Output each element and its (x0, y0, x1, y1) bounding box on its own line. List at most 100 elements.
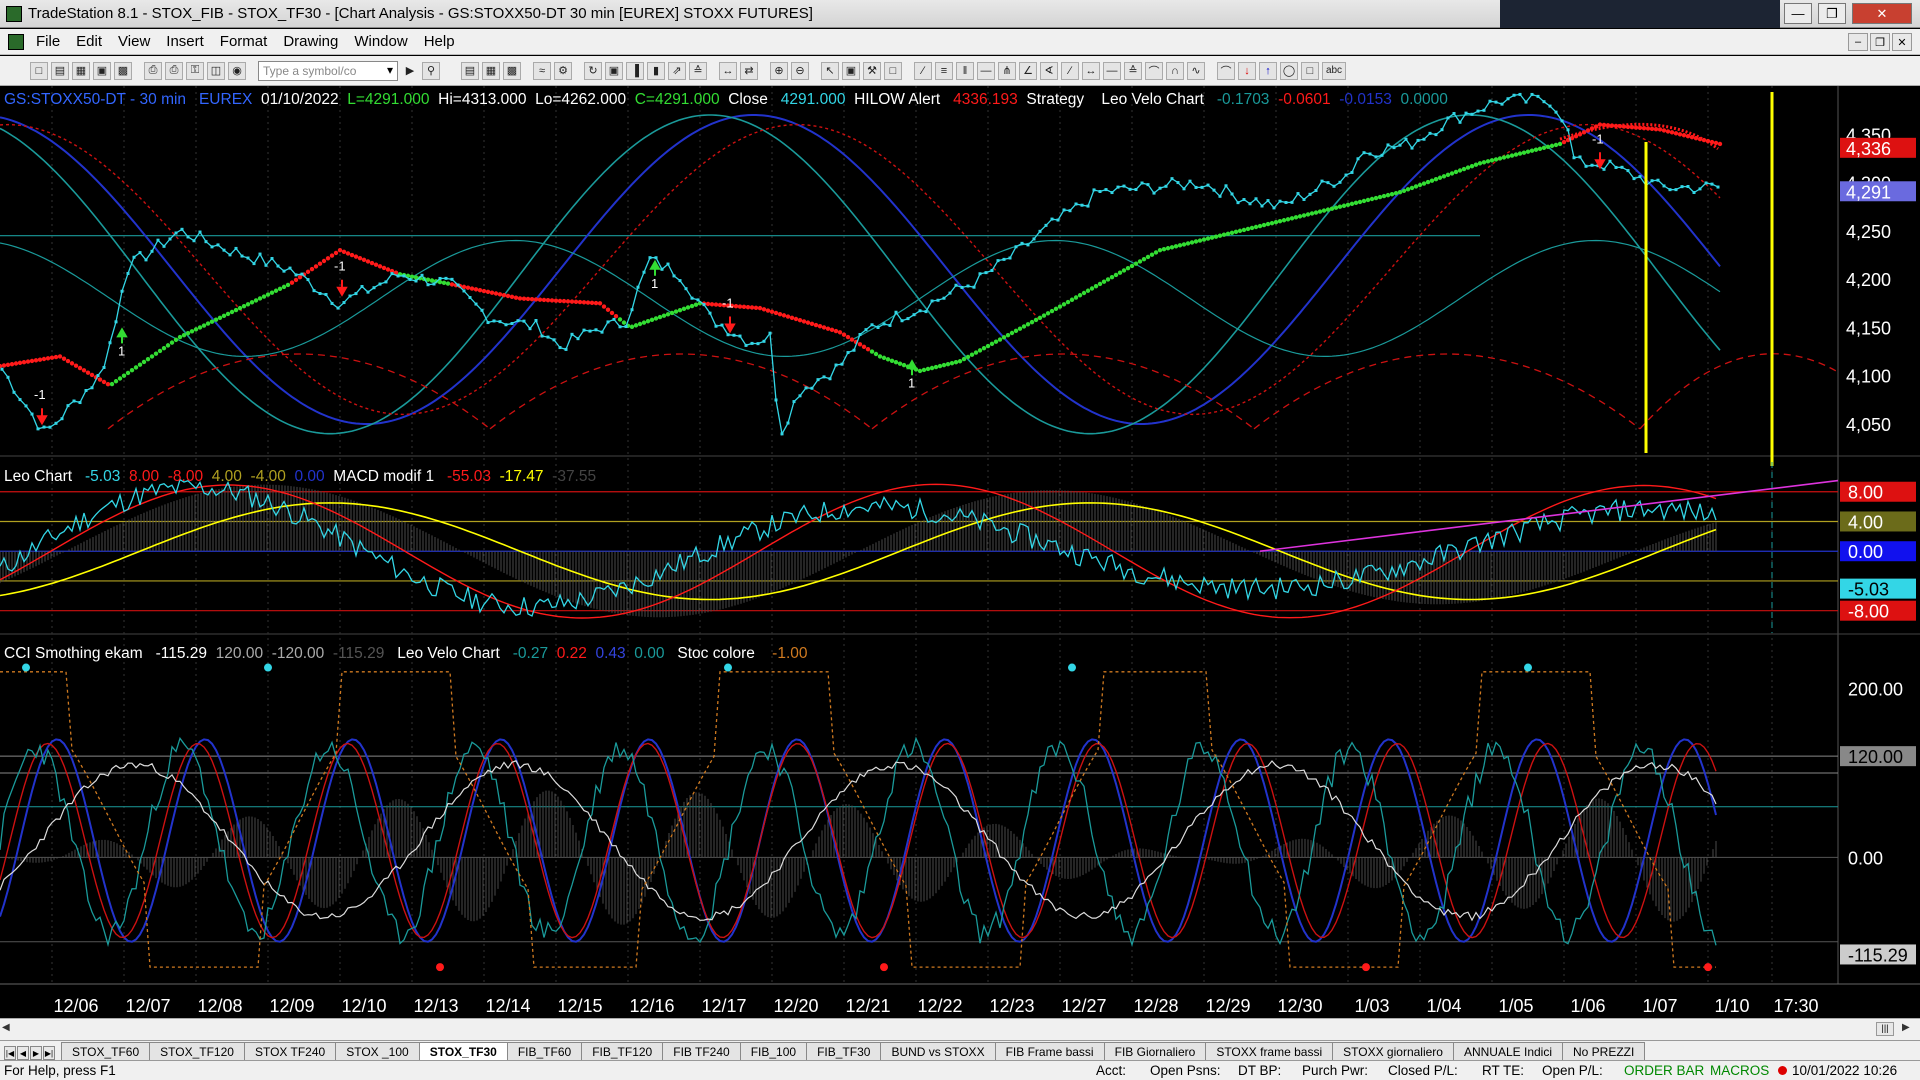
horizontal-scrollbar[interactable]: ◀ ||| ▶ (0, 1018, 1920, 1040)
trendline-icon[interactable]: ∕ (914, 61, 932, 80)
print-icon[interactable]: ⎙ (144, 61, 162, 80)
horizontal-line-icon[interactable]: — (977, 61, 995, 80)
save-all-icon[interactable]: ▩ (114, 61, 132, 80)
gann-fan-icon[interactable]: ∠ (1019, 61, 1037, 80)
chart-analysis-window[interactable]: 1 1 1 -1 -1 -1 -1 12/06 12/07 12/08 12/09 12/10 12/… (0, 86, 1920, 1018)
menu-format[interactable]: Format (219, 33, 268, 50)
cycle-line-blue (0, 114, 1721, 425)
workspace-tab[interactable]: STOX_TF60 (61, 1042, 151, 1060)
menu-drawing[interactable]: Drawing (283, 33, 339, 50)
tab-first-icon[interactable]: |◀ (4, 1046, 16, 1060)
chart-canvas[interactable]: 111-1-1-1-1 12/06 12/07 12/08 12/09 12/10 12/… (0, 86, 1920, 1018)
print-preview-icon[interactable]: ⎙ (165, 61, 183, 80)
drawing-object-icon[interactable]: □ (884, 61, 902, 80)
freehand-icon[interactable]: ∿ (1187, 61, 1205, 80)
fib-time-icon[interactable]: ≙ (1124, 61, 1142, 80)
chevron-down-icon[interactable]: ▾ (386, 62, 393, 77)
workspace-tab[interactable]: STOX_TF120 (149, 1042, 245, 1060)
menu-view[interactable]: View (118, 33, 151, 50)
arrow-up-icon[interactable]: ↑ (1259, 61, 1277, 80)
chart-window-icon-tb[interactable]: ▤ (461, 61, 479, 80)
cycle-lines-icon[interactable]: ∩ (1166, 61, 1184, 80)
space-icon[interactable]: ⇄ (740, 61, 758, 80)
menu-help[interactable]: Help (423, 33, 455, 50)
curve-icon[interactable]: ⌒ (1217, 61, 1235, 80)
workspace-tab[interactable]: FIB Frame bassi (994, 1042, 1105, 1060)
tools-icon[interactable]: ⚒ (863, 61, 881, 80)
tab-next-icon[interactable]: ▶ (30, 1046, 42, 1060)
new-icon[interactable]: □ (30, 61, 48, 80)
hilow-ma-dot (341, 249, 347, 254)
menu-window[interactable]: Window (354, 33, 408, 50)
candlestick-icon[interactable]: ▮ (647, 61, 665, 80)
workspace-tab[interactable]: No PREZZI (1562, 1042, 1646, 1060)
workspace-tab[interactable]: ANNUALE Indici (1452, 1042, 1563, 1060)
workspace-tab[interactable]: STOXX giornaliero (1332, 1042, 1454, 1060)
tab-last-icon[interactable]: ▶| (43, 1046, 55, 1060)
workspace-tab[interactable]: STOXX frame bassi (1205, 1042, 1334, 1060)
zoom-out-icon[interactable]: ⊖ (791, 61, 809, 80)
andrews-pitchfork-icon[interactable]: ⋔ (998, 61, 1016, 80)
play-arrow-icon[interactable]: ▶ (405, 65, 415, 77)
bar-chart-icon[interactable]: ▐ (626, 61, 644, 80)
workspace-tab[interactable]: FIB TF240 (662, 1042, 741, 1060)
scroll-left-icon[interactable]: ◀ (2, 1022, 10, 1033)
status-macros[interactable]: MACROS (1710, 1063, 1770, 1078)
open-workspace-icon[interactable]: ▦ (72, 61, 90, 80)
matrix-icon[interactable]: ▩ (503, 61, 521, 80)
mdi-close-button[interactable]: ✕ (1892, 33, 1912, 51)
arrow-down-icon[interactable]: ↓ (1238, 61, 1256, 80)
workspace-tab[interactable]: STOX_TF30 (418, 1042, 508, 1060)
tab-prev-icon[interactable]: ◀ (17, 1046, 29, 1060)
menu-edit[interactable]: Edit (76, 33, 103, 50)
refresh-icon[interactable]: ↻ (584, 61, 602, 80)
symbol-input[interactable]: Type a symbol/co ▾ (258, 60, 398, 81)
symbol-lookup-icon[interactable]: ⚲ (422, 61, 440, 80)
parallel-lines-icon[interactable]: ― (1103, 61, 1121, 80)
copy-icon[interactable]: ◫ (207, 61, 225, 80)
color-palette-icon[interactable]: ◉ (228, 61, 246, 80)
text-tool-icon[interactable]: abc (1322, 61, 1346, 80)
mdi-minimize-button[interactable]: – (1848, 33, 1868, 51)
chart-window-icon[interactable] (8, 33, 24, 50)
format-window-icon[interactable]: ▣ (605, 61, 623, 80)
workspace-tab[interactable]: FIB_TF30 (806, 1042, 882, 1060)
workspace-tab[interactable]: STOX _100 (335, 1042, 420, 1060)
menu-file[interactable]: File (36, 33, 61, 50)
menu-insert[interactable]: Insert (166, 33, 204, 50)
ellipse-icon[interactable]: ◯ (1280, 61, 1298, 80)
radarscreen-icon[interactable]: ▦ (482, 61, 500, 80)
regression-channel-icon[interactable]: ∕ (1061, 61, 1079, 80)
scroll-thumb[interactable]: ||| (1876, 1022, 1894, 1036)
scroll-right-icon[interactable]: ▶ (1902, 1022, 1910, 1033)
save-icon[interactable]: ▣ (93, 61, 111, 80)
scroll-icon[interactable]: ↔ (719, 61, 737, 80)
maximize-button[interactable]: ❐ (1818, 3, 1846, 24)
close-button[interactable]: ✕ (1852, 3, 1912, 24)
mdi-restore-button[interactable]: ❐ (1870, 33, 1890, 51)
close-price-dot (126, 271, 130, 275)
workspace-tab[interactable]: FIB Giornaliero (1103, 1042, 1207, 1060)
scanner-icon[interactable]: ⚙ (554, 61, 572, 80)
status-order-bar[interactable]: ORDER BAR (1624, 1063, 1705, 1078)
workspace-tab[interactable]: BUND vs STOXX (880, 1042, 996, 1060)
lock-icon[interactable]: ⚿ (186, 61, 204, 80)
speed-lines-icon[interactable]: ∢ (1040, 61, 1058, 80)
fib-arcs-icon[interactable]: ⌒ (1145, 61, 1163, 80)
workspace-tab[interactable]: FIB_TF120 (581, 1042, 664, 1060)
workspace-tab[interactable]: FIB_100 (739, 1042, 808, 1060)
pointer-icon[interactable]: ↖ (821, 61, 839, 80)
rectangle-icon[interactable]: □ (1301, 61, 1319, 80)
arrow-both-icon[interactable]: ↔ (1082, 61, 1100, 80)
workspace-tab[interactable]: STOX TF240 (243, 1042, 337, 1060)
optionstation-icon[interactable]: ≈ (533, 61, 551, 80)
workspace-tab[interactable]: FIB_TF60 (506, 1042, 583, 1060)
vertical-lines-icon[interactable]: ‖ (956, 61, 974, 80)
insert-indicator-icon[interactable]: ⇗ (668, 61, 686, 80)
zoom-in-icon[interactable]: ⊕ (770, 61, 788, 80)
minimize-button[interactable]: — (1784, 3, 1812, 24)
data-tip-icon[interactable]: ▣ (842, 61, 860, 80)
fib-retracement-icon[interactable]: ≡ (935, 61, 953, 80)
open-icon[interactable]: ▤ (51, 61, 69, 80)
insert-strategy-icon[interactable]: ≙ (689, 61, 707, 80)
